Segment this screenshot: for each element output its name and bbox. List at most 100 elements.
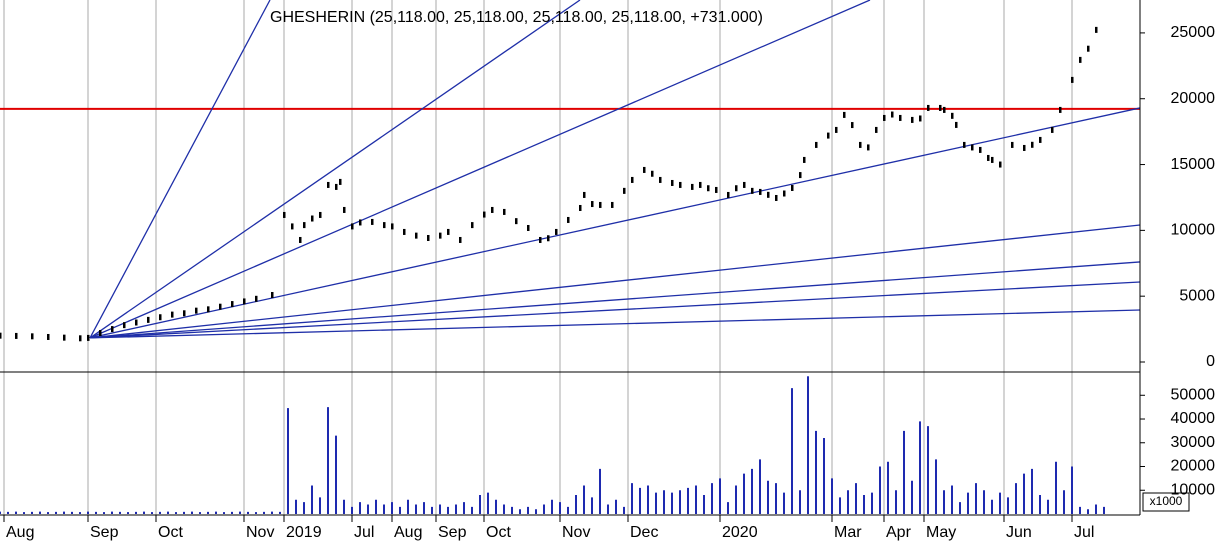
volume-bar <box>103 512 105 514</box>
x-tick-label: Sep <box>438 524 467 541</box>
trend-line <box>89 309 1141 339</box>
volume-bar <box>631 483 633 514</box>
trend-line <box>89 0 871 339</box>
price-mark <box>547 235 550 242</box>
volume-bar <box>351 506 353 514</box>
price-mark <box>715 186 718 193</box>
volume-bar <box>599 468 601 514</box>
volume-bar <box>735 485 737 514</box>
volume-bar <box>871 492 873 514</box>
volume-bar <box>1079 506 1081 514</box>
volume-bar <box>431 506 433 514</box>
volume-bar <box>7 511 9 514</box>
volume-bar <box>167 511 169 514</box>
price-mark <box>727 191 730 198</box>
volume-bar <box>127 512 129 514</box>
price-mark <box>843 111 846 118</box>
y-tick-label: 25000 <box>1171 24 1216 41</box>
volume-bar <box>455 504 457 514</box>
unit-label: x1000 <box>1150 494 1183 508</box>
y-tick-label: 40000 <box>1171 410 1216 427</box>
price-mark <box>955 121 958 128</box>
price-mark <box>999 161 1002 168</box>
volume-bar <box>527 506 529 514</box>
volume-bar <box>495 499 497 514</box>
volume-bar <box>511 506 513 514</box>
x-tick-label: Aug <box>6 524 34 541</box>
x-tick-label: Oct <box>486 524 511 541</box>
price-mark <box>623 187 626 194</box>
price-mark <box>707 185 710 192</box>
volume-bar <box>271 511 273 514</box>
volume-bar <box>95 511 97 514</box>
price-mark <box>919 115 922 122</box>
price-mark <box>951 112 954 119</box>
volume-bar <box>15 511 17 514</box>
price-mark <box>311 215 314 222</box>
volume-bar <box>1063 490 1065 514</box>
price-mark <box>583 191 586 198</box>
volume-bar <box>927 426 929 514</box>
price-mark <box>791 184 794 191</box>
price-mark <box>939 104 942 111</box>
price-mark <box>875 126 878 133</box>
price-mark <box>991 156 994 163</box>
price-mark <box>0 332 2 339</box>
volume-bar <box>263 511 265 514</box>
price-mark <box>359 219 362 226</box>
volume-bar <box>663 490 665 514</box>
price-mark <box>539 236 542 243</box>
price-mark <box>303 222 306 229</box>
price-mark <box>255 295 258 302</box>
volume-bar <box>1031 468 1033 514</box>
y-tick-label: 0 <box>1206 353 1215 370</box>
volume-bar <box>591 497 593 514</box>
volume-bar <box>743 473 745 514</box>
price-mark <box>891 111 894 118</box>
x-tick-label: Nov <box>246 524 274 541</box>
price-mark <box>943 106 946 113</box>
price-mark <box>835 126 838 133</box>
volume-bar <box>935 459 937 514</box>
volume-bar <box>319 497 321 514</box>
price-mark <box>439 232 442 239</box>
volume-bar <box>343 499 345 514</box>
x-tick-label: Mar <box>834 524 862 541</box>
price-mark <box>759 188 762 195</box>
price-mark <box>371 218 374 225</box>
volume-bar <box>1087 509 1089 514</box>
volume-bar <box>119 511 121 514</box>
price-mark <box>159 314 162 321</box>
y-tick-label: 20000 <box>1171 90 1216 107</box>
volume-bar <box>727 502 729 514</box>
volume-bar <box>79 512 81 514</box>
volume-bar <box>111 511 113 514</box>
price-mark <box>1023 144 1026 151</box>
price-mark <box>851 122 854 129</box>
volume-bar <box>367 504 369 514</box>
trend-line <box>89 0 581 339</box>
price-mark <box>927 104 930 111</box>
volume-bar <box>519 509 521 514</box>
volume-bar <box>23 512 25 514</box>
price-mark <box>987 154 990 161</box>
price-mark <box>15 332 18 339</box>
price-mark <box>319 211 322 218</box>
volume-bar <box>31 511 33 514</box>
price-mark <box>327 181 330 188</box>
price-mark <box>1071 76 1074 83</box>
price-mark <box>751 187 754 194</box>
volume-bar <box>447 506 449 514</box>
price-mark <box>735 185 738 192</box>
volume-bar <box>87 511 89 514</box>
price-mark <box>1039 136 1042 143</box>
price-mark <box>691 183 694 190</box>
price-mark <box>99 330 102 337</box>
price-mark <box>447 228 450 235</box>
x-tick-label: Jun <box>1006 524 1032 541</box>
volume-bar <box>567 506 569 514</box>
volume-bar <box>543 504 545 514</box>
price-mark <box>207 306 210 313</box>
x-tick-label: 2020 <box>722 524 758 541</box>
